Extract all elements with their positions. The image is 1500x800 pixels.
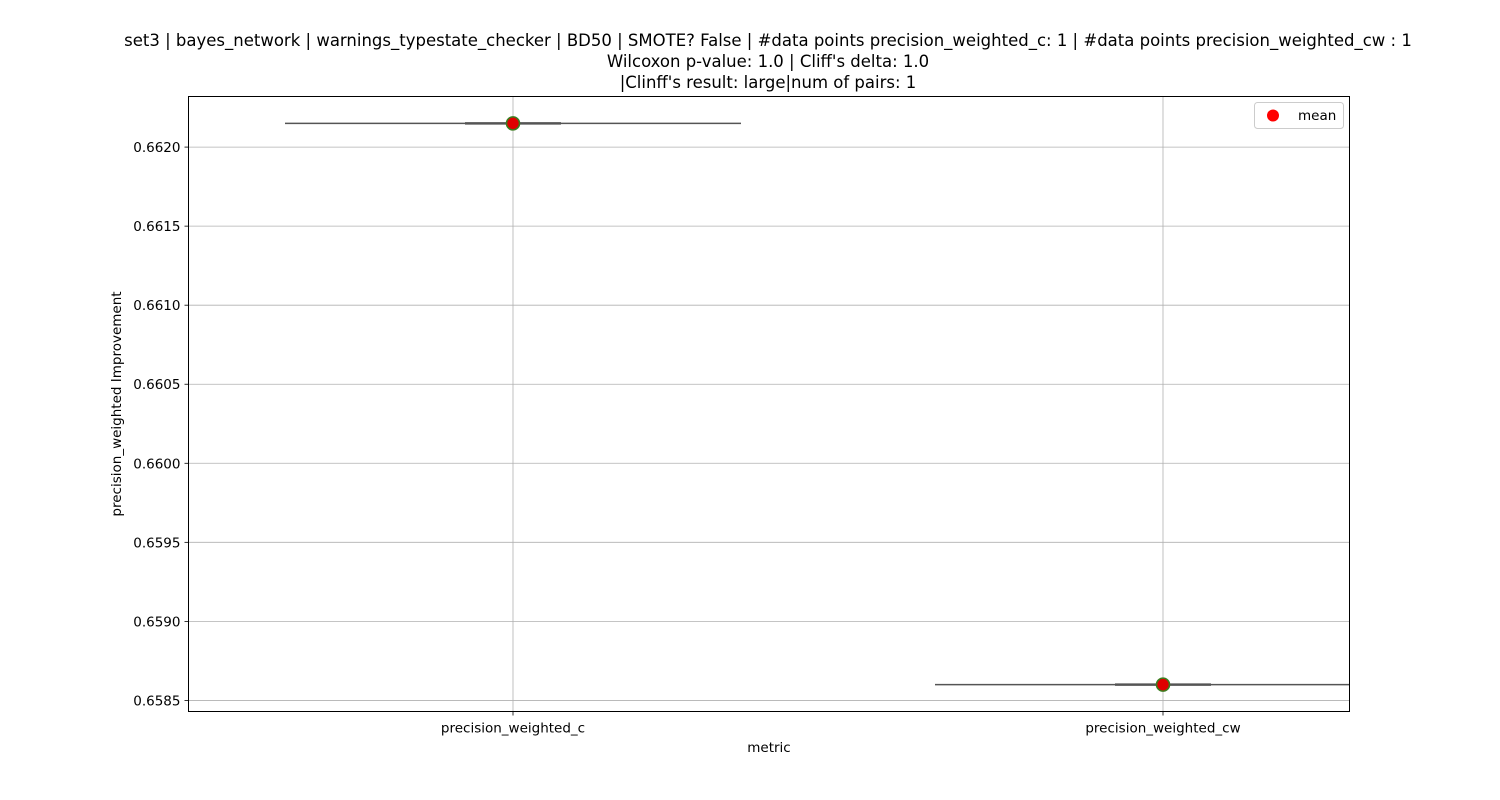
axes: 0.6585 0.6590 0.6595 0.6600 0.6605 0.6610 0.66…: [133, 140, 1240, 736]
y-tick-label: 0.6620: [133, 140, 180, 156]
x-tick-label: precision_weighted_c: [441, 721, 585, 737]
mean-marker-precision_weighted_cw: [1155, 677, 1171, 692]
x-tick-label: precision_weighted_cw: [1085, 721, 1240, 737]
x-axis-label: metric: [747, 740, 790, 756]
y-tick-label: 0.6600: [133, 456, 180, 472]
y-axis-label: precision_weighted Improvement: [109, 291, 125, 516]
plot-area-frame: [188, 96, 1350, 712]
plot-data: [285, 116, 1350, 692]
y-tick-label: 0.6590: [133, 614, 180, 630]
y-tick-label: 0.6615: [133, 219, 180, 235]
legend-entry-mean: mean: [1298, 108, 1336, 124]
y-tick-label: 0.6605: [133, 377, 180, 393]
legend: mean: [1254, 102, 1344, 129]
y-tick-label: 0.6610: [133, 298, 180, 314]
chart-title: set3 | bayes_network | warnings_typestat…: [124, 31, 1412, 92]
legend-box: [1254, 102, 1344, 129]
y-tick-label: 0.6585: [133, 693, 180, 709]
mean-marker-precision_weighted_c: [505, 116, 521, 131]
grid-lines: [188, 96, 1350, 712]
chart-title-line-1: set3 | bayes_network | warnings_typestat…: [124, 31, 1412, 51]
chart-title-line-2: Wilcoxon p-value: 1.0 | Cliff's delta: 1…: [607, 52, 929, 71]
chart-title-line-3: |Clinff's result: large|num of pairs: 1: [620, 73, 917, 92]
legend-mean-marker: [1267, 109, 1279, 122]
y-tick-label: 0.6595: [133, 535, 180, 551]
